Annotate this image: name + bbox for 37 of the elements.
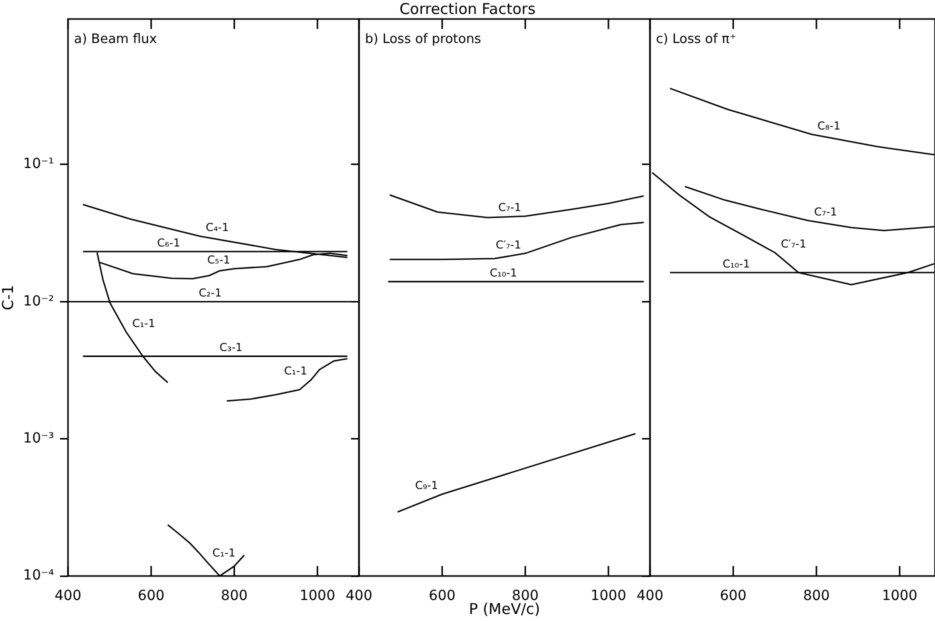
- series-label: C₉-1: [415, 479, 438, 492]
- series-label: C₇-1: [814, 206, 838, 219]
- series-label: C₁₀-1: [722, 258, 750, 271]
- y-tick-label: 10⁻³: [23, 430, 54, 446]
- text: a) Beam flux: [74, 32, 158, 47]
- x-tick-label: 800: [220, 588, 248, 604]
- y-tick-label: 10⁻⁴: [23, 568, 54, 584]
- series-label: C₅-1: [207, 254, 230, 267]
- x-tick-label: 600: [428, 588, 456, 604]
- x-tick-label: 400: [636, 588, 664, 604]
- series-label: C₁-1: [284, 364, 308, 378]
- series-label: C₂-1: [198, 286, 222, 300]
- x-tick-label: 800: [803, 588, 830, 604]
- text: c) Loss of π⁺: [656, 32, 736, 47]
- text: Correction Factors: [398, 0, 537, 18]
- series-label: C′₇-1: [780, 238, 806, 251]
- series-label: C₇-1: [498, 201, 522, 214]
- text: b) Loss of protons: [365, 32, 482, 47]
- x-tick-label: 600: [720, 588, 747, 604]
- series-label: C₁-1: [132, 317, 156, 330]
- x-axis-title: P (MeV/c): [468, 600, 540, 618]
- x-tick-label: 1000: [300, 588, 336, 604]
- x-tick-label: 1000: [882, 588, 918, 604]
- x-tick-label: 400: [54, 588, 82, 604]
- y-tick-label: 10⁻²: [23, 293, 54, 310]
- series-label: C₁-1: [212, 546, 236, 560]
- y-tick-label: 10⁻¹: [23, 156, 54, 172]
- x-tick-label: 400: [346, 588, 372, 604]
- x-tick-label: 1000: [590, 588, 626, 604]
- y-axis-title: C-1: [0, 284, 17, 310]
- series-label: C₈-1: [817, 119, 840, 132]
- series-label: C₆-1: [157, 236, 180, 250]
- series-label: C₄-1: [206, 221, 229, 234]
- x-tick-label: 600: [138, 588, 165, 604]
- series-label: C₃-1: [220, 341, 243, 354]
- series-label: C₁₀-1: [490, 266, 518, 280]
- series-label: C′₇-1: [496, 238, 522, 252]
